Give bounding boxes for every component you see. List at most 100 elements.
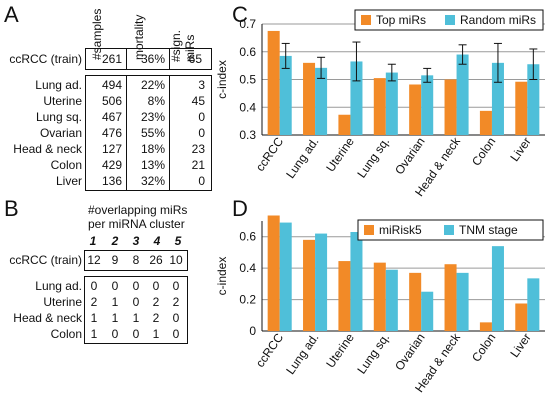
table-cell: 0: [111, 327, 119, 341]
y-tick-label: 0.2: [239, 293, 256, 307]
table-cell: 10: [169, 253, 183, 267]
bar-tnm-stage: [491, 246, 504, 331]
bar-mirisk5: [409, 272, 422, 331]
bar-top-mirs: [303, 62, 316, 135]
train-box: [85, 48, 212, 70]
table-cell: 8%: [147, 94, 165, 108]
row-label: Head & neck: [13, 142, 82, 156]
y-axis-label: c-index: [215, 257, 229, 296]
row-label: Liver: [55, 174, 82, 188]
table-cell: 0: [132, 295, 140, 309]
divider: [169, 48, 170, 70]
table-cell: 13%: [140, 158, 165, 172]
legend-swatch: [444, 225, 454, 235]
cluster-header: 2: [111, 234, 119, 248]
table-title: #overlapping miRs: [88, 203, 188, 217]
table-cell: 0: [198, 126, 205, 140]
table-cell: 0: [90, 279, 98, 293]
table-cell: 8: [132, 253, 140, 267]
bar-top-mirs: [373, 78, 386, 135]
table-cell: 2: [90, 295, 98, 309]
legend-swatch: [445, 15, 455, 25]
legend-label: miRisk5: [379, 223, 422, 237]
table-cell: 22%: [140, 78, 165, 92]
row-label: Ovarian: [39, 126, 82, 140]
y-tick-label: 0.7: [239, 17, 256, 31]
y-tick-label: 0.6: [239, 45, 256, 59]
panel-letter: A: [4, 2, 19, 27]
table-cell: 0: [152, 279, 160, 293]
table-cell: 2: [172, 295, 180, 309]
table-cell: 1: [111, 311, 119, 325]
bar-random-mirs: [350, 61, 363, 135]
table-cell: 1: [111, 295, 119, 309]
table-cell: 494: [101, 78, 122, 92]
table-cell: 26: [149, 253, 163, 267]
bar-mirisk5: [373, 262, 386, 331]
table-cell: 45: [191, 94, 205, 108]
x-tick-label: Uterine: [323, 330, 357, 370]
x-tick-label: Lung sq.: [354, 331, 392, 377]
row-label: Uterine: [43, 94, 82, 108]
bar-top-mirs: [409, 84, 422, 135]
bar-random-mirs: [491, 62, 504, 135]
table-cell: 476: [101, 126, 122, 140]
y-tick-label: 0.3: [239, 128, 256, 142]
bar-tnm-stage: [456, 272, 469, 331]
test-box: [85, 75, 212, 191]
table-cell: 0: [132, 327, 140, 341]
bar-tnm-stage: [421, 291, 434, 331]
table-cell: 467: [101, 110, 122, 124]
table-cell: 429: [101, 158, 122, 172]
table-cell: 36%: [140, 52, 165, 66]
table-cell: 32%: [140, 174, 165, 188]
bar-mirisk5: [267, 215, 280, 331]
table-title: per miRNA cluster: [88, 217, 185, 231]
table-cell: 9: [111, 253, 119, 267]
table-cell: 1: [90, 311, 98, 325]
divider: [126, 75, 127, 191]
cluster-header: 5: [174, 234, 182, 248]
x-tick-label: Colon: [469, 331, 498, 365]
table-cell: 2: [152, 295, 160, 309]
row-label: Lung ad.: [35, 78, 82, 92]
bar-random-mirs: [315, 67, 328, 135]
table-cell: 0: [132, 279, 140, 293]
x-tick-label: Lung ad.: [283, 331, 321, 377]
x-tick-label: Ovarian: [392, 331, 428, 373]
bar-random-mirs: [421, 75, 434, 135]
table-cell: 127: [101, 142, 122, 156]
row-label: Head & neck: [13, 311, 82, 325]
row-label: Lung ad.: [35, 279, 82, 293]
bar-random-mirs: [385, 72, 398, 135]
bar-mirisk5: [444, 264, 457, 331]
bar-mirisk5: [338, 261, 351, 331]
table-cell: 136: [101, 174, 122, 188]
table-cell: 0: [172, 279, 180, 293]
row-label: Uterine: [43, 295, 82, 309]
table-cell: 0: [111, 279, 119, 293]
table-cell: 55%: [140, 126, 165, 140]
table-cell: 1: [90, 327, 98, 341]
bar-random-mirs: [527, 64, 540, 135]
cluster-header: 3: [132, 234, 140, 248]
table-cell: 65: [188, 52, 202, 66]
cluster-header: 1: [89, 234, 97, 248]
row-label: Colon: [50, 327, 82, 341]
bar-tnm-stage: [315, 233, 328, 331]
table-cell: 3: [198, 78, 205, 92]
y-tick-label: 0.6: [239, 230, 256, 244]
legend-label: TNM stage: [459, 223, 518, 237]
bar-top-mirs: [444, 79, 457, 135]
x-tick-label: ccRCC: [253, 330, 286, 369]
divider: [126, 48, 127, 70]
table-cell: 0: [172, 311, 180, 325]
bar-top-mirs: [515, 81, 528, 135]
table-cell: 18%: [140, 142, 165, 156]
table-cell: 0: [198, 110, 205, 124]
table-cell: 0: [172, 327, 180, 341]
panel-letter: B: [4, 196, 19, 221]
x-tick-label: Liver: [507, 331, 533, 360]
